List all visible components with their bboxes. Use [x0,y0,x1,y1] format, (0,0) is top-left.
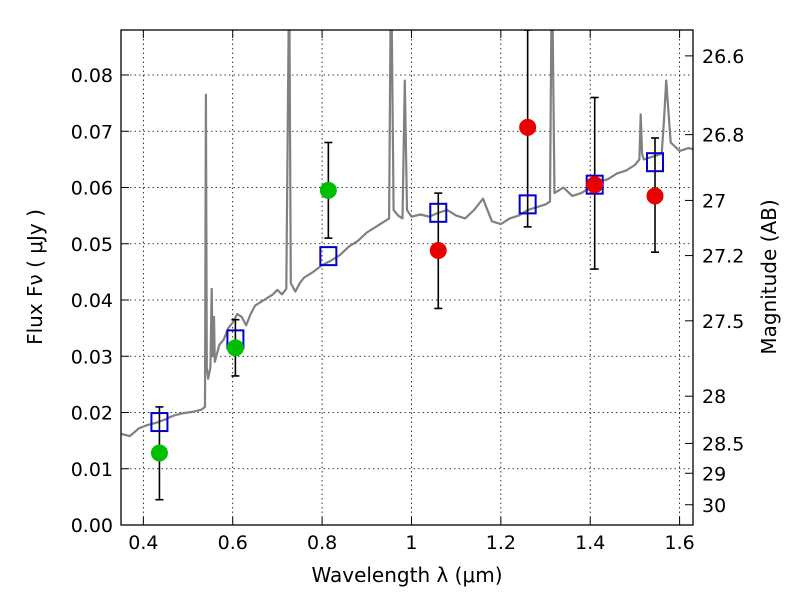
right-tick-label: 28.5 [702,433,744,455]
green-data-point [226,339,244,357]
spectrum-line [121,30,693,438]
red-data-point [586,176,604,194]
right-tick-label: 27.2 [702,246,744,268]
y-tick-label: 0.08 [71,65,113,87]
error-bars [155,30,660,501]
red-data-point [429,242,447,259]
x-tick-label: 1.4 [575,532,605,554]
x-tick-label: 1.6 [664,532,694,554]
green-data-point [150,444,168,462]
y-tick-label: 0.00 [71,515,113,537]
model-flux-square [518,194,537,215]
model-flux-square [646,152,665,173]
model-flux-square [429,202,448,223]
y-tick-label: 0.02 [71,403,113,425]
right-tick-label: 28 [702,386,726,408]
x-tick-label: 1 [405,532,417,554]
green-data-point [319,181,337,199]
y-axis-label: Flux Fν ( μJy ) [23,209,47,345]
x-tick-label: 0.8 [307,532,337,554]
model-flux-square [150,412,169,433]
red-data-point [519,118,537,136]
right-tick-label: 26.6 [702,46,744,68]
x-tick-label: 0.6 [218,532,248,554]
x-tick-label: 0.4 [128,532,158,554]
x-tick-label: 1.2 [486,532,516,554]
right-axis-label: Magnitude (AB) [757,199,781,354]
model-flux-square [319,246,338,267]
right-tick-label: 27 [702,190,726,212]
right-tick-label: 26.8 [702,125,744,147]
red-data-point [646,187,664,205]
spectrum-layer [121,30,693,438]
y-tick-label: 0.01 [71,459,113,481]
y-tick-label: 0.07 [71,121,113,143]
y-tick-label: 0.06 [71,178,113,200]
y-tick-label: 0.03 [71,346,113,368]
axis-ticks: 0.4 0.6 0.8 1 1.2 1.4 1.6 0.00 0.01 0.02 0.03 0.04 0… [71,30,744,554]
y-tick-label: 0.04 [71,290,113,312]
x-axis-label: Wavelength λ (μm) [311,563,502,587]
right-tick-label: 29 [702,463,726,485]
plot-frame [120,29,694,526]
right-tick-label: 27.5 [702,311,744,333]
right-tick-label: 30 [702,495,726,517]
data-markers [150,118,665,462]
y-tick-label: 0.05 [71,234,113,256]
